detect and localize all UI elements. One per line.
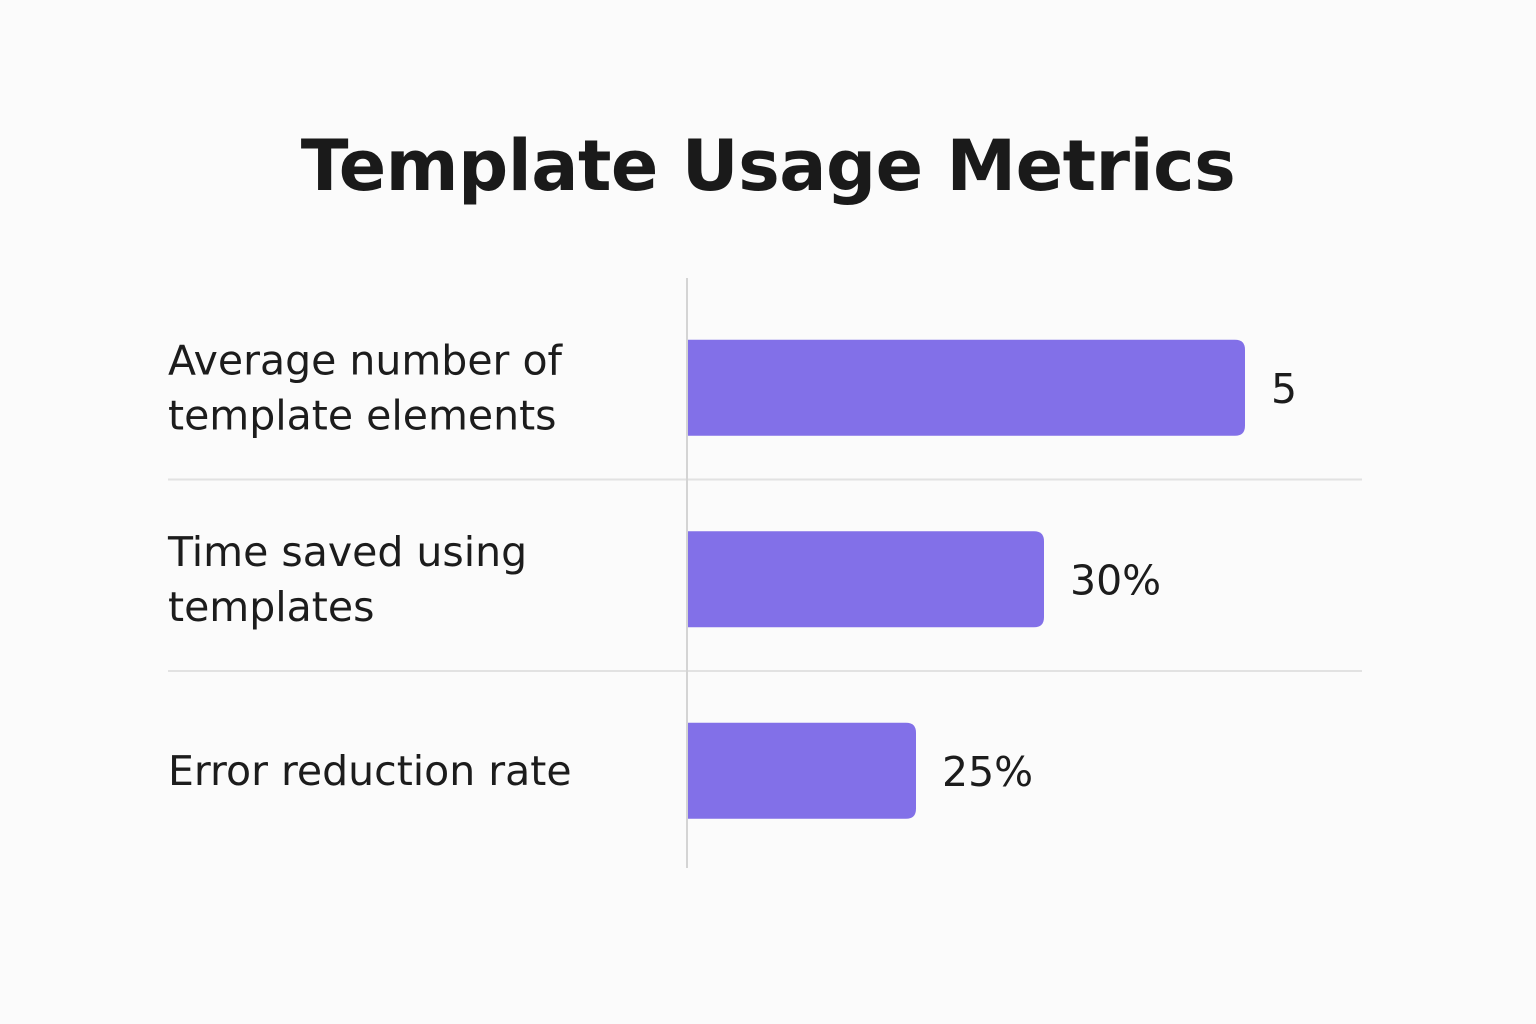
category-label: Average number of template elements: [168, 336, 564, 439]
bar: [688, 339, 1245, 436]
value-label: 30%: [1070, 556, 1161, 604]
row-separators: [168, 478, 1362, 672]
chart-row: Error reduction rate 25%: [168, 722, 1033, 819]
chart-row: Average number of template elements 5: [168, 336, 1297, 439]
category-label: Time saved using templates: [167, 528, 527, 631]
value-label: 25%: [942, 748, 1033, 796]
category-label: Error reduction rate: [168, 747, 572, 795]
chart-row: Time saved using templates 30%: [167, 528, 1161, 631]
chart-title: Template Usage Metrics: [300, 125, 1236, 207]
bar: [688, 531, 1044, 628]
value-label: 5: [1271, 365, 1297, 413]
chart-rows: Average number of template elements 5 Time …: [167, 336, 1297, 819]
bar: [688, 722, 916, 819]
